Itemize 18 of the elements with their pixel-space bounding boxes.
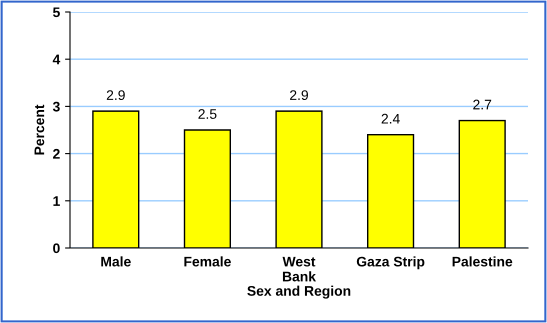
y-tick-label: 1: [53, 196, 60, 206]
data-label: 2.4: [382, 114, 400, 124]
y-axis-title: Percent: [34, 104, 44, 155]
y-tick-label: 0: [53, 243, 60, 254]
y-tick-label: 2: [53, 148, 60, 159]
data-label: 2.9: [106, 90, 125, 100]
data-label: 2.9: [290, 90, 308, 100]
y-tick-label: 3: [52, 102, 60, 112]
y-tick-label: 4: [52, 54, 60, 64]
x-tick-label: Male: [101, 256, 131, 267]
x-tick-label: Female: [184, 256, 231, 267]
x-tick-label: West Bank: [282, 256, 316, 282]
x-axis-title: Sex and Region: [247, 286, 350, 299]
x-tick-label: Palestine: [452, 256, 512, 267]
x-tick-label: Gaza Strip: [356, 256, 424, 270]
data-label: 2.7: [473, 100, 492, 110]
y-tick-label: 5: [52, 7, 60, 18]
data-label: 2.5: [198, 109, 216, 119]
